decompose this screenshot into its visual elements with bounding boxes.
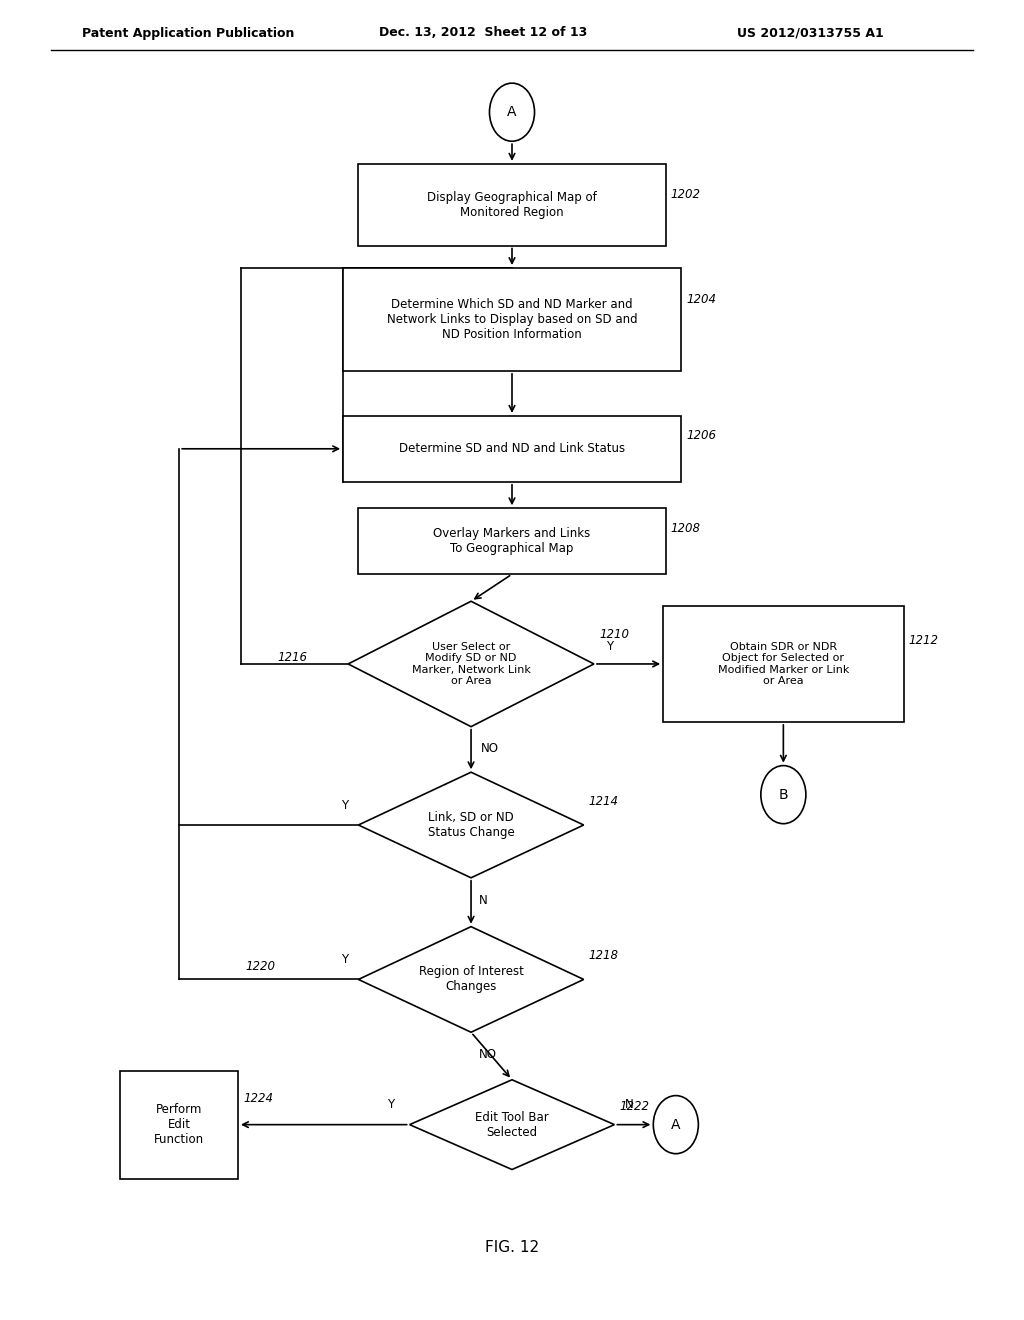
FancyBboxPatch shape — [343, 268, 681, 371]
Text: Patent Application Publication: Patent Application Publication — [82, 26, 294, 40]
Text: A: A — [507, 106, 517, 119]
Text: Perform
Edit
Function: Perform Edit Function — [155, 1104, 204, 1146]
Text: B: B — [778, 788, 788, 801]
Text: Determine Which SD and ND Marker and
Network Links to Display based on SD and
ND: Determine Which SD and ND Marker and Net… — [387, 298, 637, 341]
Text: Display Geographical Map of
Monitored Region: Display Geographical Map of Monitored Re… — [427, 190, 597, 219]
Text: 1216: 1216 — [278, 651, 307, 664]
Text: 1202: 1202 — [671, 187, 700, 201]
Text: Dec. 13, 2012  Sheet 12 of 13: Dec. 13, 2012 Sheet 12 of 13 — [379, 26, 587, 40]
Text: 1212: 1212 — [909, 634, 939, 647]
Text: NO: NO — [479, 1048, 498, 1061]
Text: 1222: 1222 — [620, 1100, 649, 1113]
Text: Overlay Markers and Links
To Geographical Map: Overlay Markers and Links To Geographica… — [433, 527, 591, 556]
Text: 1206: 1206 — [686, 429, 716, 442]
Text: Link, SD or ND
Status Change: Link, SD or ND Status Change — [428, 810, 514, 840]
Text: 1224: 1224 — [244, 1092, 273, 1105]
FancyBboxPatch shape — [343, 416, 681, 482]
Text: User Select or
Modify SD or ND
Marker, Network Link
or Area: User Select or Modify SD or ND Marker, N… — [412, 642, 530, 686]
Text: Y: Y — [387, 1098, 394, 1111]
FancyBboxPatch shape — [121, 1071, 238, 1179]
Text: 1210: 1210 — [599, 628, 629, 642]
Text: Determine SD and ND and Link Status: Determine SD and ND and Link Status — [399, 442, 625, 455]
Text: NO: NO — [481, 742, 500, 755]
Text: Obtain SDR or NDR
Object for Selected or
Modified Marker or Link
or Area: Obtain SDR or NDR Object for Selected or… — [718, 642, 849, 686]
Text: N: N — [625, 1098, 634, 1111]
Text: US 2012/0313755 A1: US 2012/0313755 A1 — [737, 26, 884, 40]
FancyBboxPatch shape — [664, 606, 903, 722]
Text: Region of Interest
Changes: Region of Interest Changes — [419, 965, 523, 994]
Text: Edit Tool Bar
Selected: Edit Tool Bar Selected — [475, 1110, 549, 1139]
Text: FIG. 12: FIG. 12 — [485, 1239, 539, 1255]
Text: Y: Y — [606, 640, 613, 653]
Text: 1220: 1220 — [246, 960, 275, 973]
Text: Y: Y — [341, 799, 348, 812]
Text: A: A — [671, 1118, 681, 1131]
Text: 1218: 1218 — [589, 949, 618, 962]
FancyBboxPatch shape — [358, 164, 666, 246]
Text: N: N — [479, 894, 488, 907]
Text: 1208: 1208 — [671, 521, 700, 535]
Text: Y: Y — [341, 953, 348, 966]
Text: 1204: 1204 — [686, 293, 716, 306]
Text: 1214: 1214 — [589, 795, 618, 808]
FancyBboxPatch shape — [358, 508, 666, 574]
